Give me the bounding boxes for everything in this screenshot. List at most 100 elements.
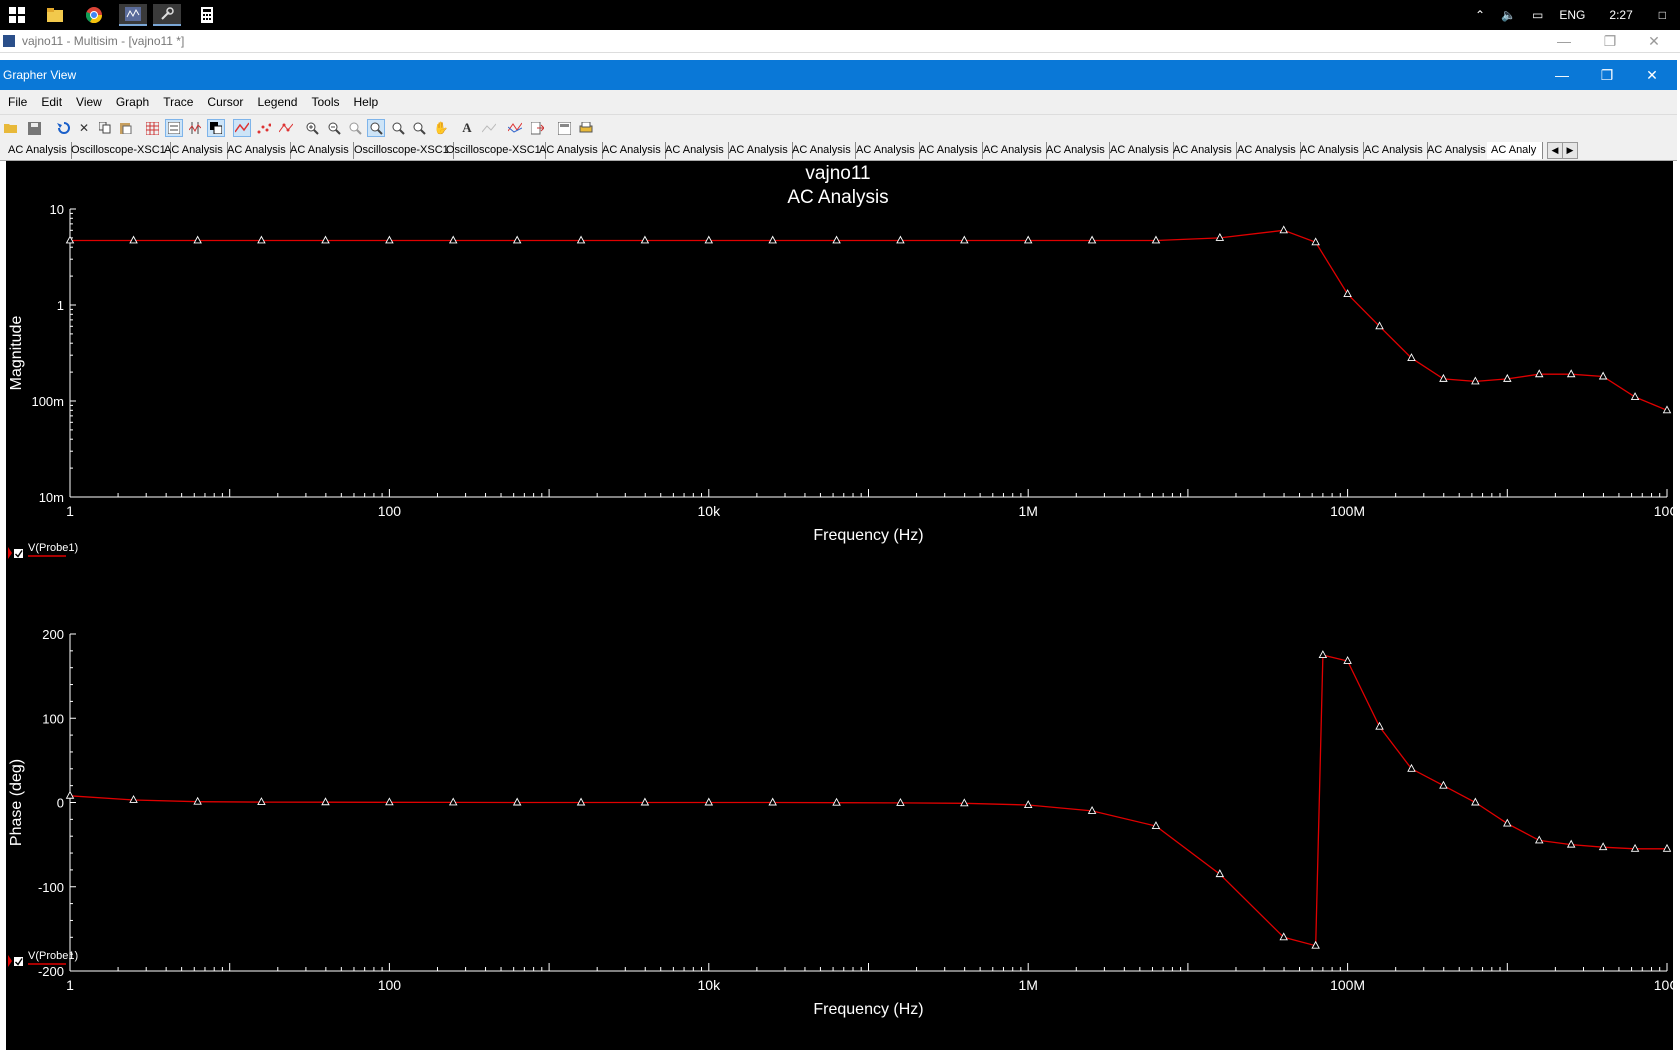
- series-line-v-probe1: [69, 654, 1667, 947]
- taskbar: ⌃ 🔈 ▭ ENG 2:27 □: [0, 0, 1680, 30]
- print-icon[interactable]: [577, 119, 595, 137]
- menu-cursor[interactable]: Cursor: [207, 95, 244, 109]
- tab-analysis[interactable]: AC Analysis: [535, 142, 603, 159]
- points-icon[interactable]: [255, 119, 273, 137]
- minimize-icon[interactable]: —: [1555, 67, 1569, 83]
- menu-file[interactable]: File: [8, 95, 28, 109]
- legend-checkbox-icon: [14, 549, 23, 558]
- data-point-marker: [1311, 237, 1320, 246]
- data-point-marker: [1630, 392, 1640, 400]
- series-line-v-probe1: [70, 229, 1668, 411]
- grid-icon[interactable]: [143, 119, 161, 137]
- tab-analysis[interactable]: AC Analysis: [1106, 142, 1174, 159]
- print-preview-icon[interactable]: [555, 119, 573, 137]
- chrome-icon[interactable]: [83, 4, 105, 26]
- file-explorer-icon[interactable]: [44, 4, 66, 26]
- legend-icon[interactable]: [165, 119, 183, 137]
- menu-trace[interactable]: Trace: [163, 95, 194, 109]
- data-point-marker: [1503, 818, 1512, 827]
- menu-help[interactable]: Help: [353, 95, 379, 109]
- data-point-marker: [448, 235, 458, 244]
- tab-analysis[interactable]: AC Analysis: [1360, 142, 1428, 159]
- tab-analysis[interactable]: AC Analysis: [223, 142, 291, 159]
- menu-graph[interactable]: Graph: [115, 95, 150, 109]
- multisim-app-icon: [3, 35, 15, 47]
- zoom-x-icon[interactable]: [389, 119, 407, 137]
- tab-analysis[interactable]: Oscilloscope-XSC1: [442, 142, 546, 159]
- calculator-icon[interactable]: [196, 4, 218, 26]
- pan-hand-icon[interactable]: ✋: [433, 121, 449, 135]
- tab-analysis[interactable]: AC Analysis: [1423, 142, 1491, 159]
- zoom-y-icon[interactable]: [410, 119, 428, 137]
- data-point-marker: [193, 796, 202, 805]
- tab-analysis[interactable]: AC Analysis: [1169, 142, 1237, 159]
- data-point-marker: [385, 235, 394, 244]
- paste-icon[interactable]: [117, 119, 135, 137]
- line-style-icon[interactable]: [233, 119, 251, 137]
- network-icon[interactable]: ▭: [1532, 8, 1544, 22]
- tab-analysis[interactable]: AC Analysis: [160, 142, 228, 159]
- tool-icon[interactable]: [153, 4, 181, 26]
- markers-icon[interactable]: [277, 119, 295, 137]
- cut-icon[interactable]: ✕: [78, 121, 90, 135]
- open-icon[interactable]: [2, 119, 20, 137]
- minimize-icon[interactable]: —: [1557, 33, 1571, 49]
- data-point-marker: [960, 235, 969, 244]
- menu-edit[interactable]: Edit: [41, 95, 63, 109]
- zoom-full-icon[interactable]: [367, 119, 385, 137]
- tab-scroll-left-icon[interactable]: ◀: [1547, 142, 1563, 159]
- tab-analysis[interactable]: Oscilloscope-XSC1: [350, 142, 454, 159]
- zoom-area-icon[interactable]: [346, 119, 364, 137]
- restore-icon[interactable]: ❐: [1603, 33, 1617, 49]
- tab-analysis[interactable]: AC Analysis: [661, 142, 729, 159]
- overlay-traces-icon[interactable]: [506, 119, 524, 137]
- zoom-out-icon[interactable]: [325, 119, 343, 137]
- phase-chart[interactable]: 110010k1M100M10G2001000-100-200Frequency…: [8, 627, 1680, 1018]
- tab-analysis[interactable]: AC Analysis: [4, 142, 72, 159]
- menu-tools[interactable]: Tools: [311, 95, 340, 109]
- data-point-marker: [768, 235, 777, 244]
- tab-analysis[interactable]: AC Analysis: [598, 142, 666, 159]
- tab-analysis[interactable]: AC Analysis: [788, 142, 856, 159]
- save-icon[interactable]: [25, 119, 43, 137]
- undo-icon[interactable]: [54, 119, 72, 137]
- data-point-marker: [1407, 353, 1416, 362]
- speaker-icon[interactable]: 🔈: [1501, 8, 1517, 22]
- tab-analysis[interactable]: AC Analysis: [286, 142, 354, 159]
- tab-analysis[interactable]: AC Analysis: [1042, 142, 1110, 159]
- legend-checkbox-icon: [14, 957, 23, 966]
- tab-analysis-selected[interactable]: AC Analy: [1487, 142, 1543, 159]
- tab-analysis[interactable]: Oscilloscope-XSC1: [67, 142, 171, 159]
- background-toggle-icon[interactable]: [207, 119, 225, 137]
- language-indicator[interactable]: ENG: [1559, 8, 1586, 22]
- close-icon[interactable]: ✕: [1648, 33, 1660, 49]
- menu-legend[interactable]: Legend: [257, 95, 298, 109]
- tab-analysis[interactable]: AC Analysis: [915, 142, 983, 159]
- tab-analysis[interactable]: AC Analysis: [1296, 142, 1364, 159]
- legend-label: V(Probe1): [28, 542, 78, 554]
- chevron-up-icon[interactable]: ⌃: [1475, 8, 1486, 22]
- restore-icon[interactable]: ❐: [1600, 67, 1614, 83]
- copy-icon[interactable]: [96, 119, 114, 137]
- menu-view[interactable]: View: [76, 95, 102, 109]
- zoom-in-icon[interactable]: [303, 119, 321, 137]
- tab-analysis[interactable]: AC Analysis: [979, 142, 1047, 159]
- text-icon[interactable]: A: [462, 120, 472, 135]
- label-icon[interactable]: [480, 119, 498, 137]
- multisim-icon[interactable]: [119, 4, 147, 26]
- data-point-marker: [65, 235, 75, 244]
- tab-analysis[interactable]: AC Analysis: [1233, 142, 1301, 159]
- data-point-marker: [576, 797, 586, 806]
- close-icon[interactable]: ✕: [1646, 67, 1658, 83]
- cursors-icon[interactable]: [186, 119, 204, 137]
- legend-arrow-icon: [8, 955, 12, 967]
- export-icon[interactable]: [528, 119, 546, 137]
- clock[interactable]: 2:27: [1609, 8, 1633, 22]
- notification-icon[interactable]: □: [1658, 8, 1666, 22]
- windows-start-icon[interactable]: [6, 4, 28, 26]
- magnitude-chart[interactable]: 110010k1M100M10G101100m10mFrequency (Hz)…: [8, 202, 1680, 559]
- data-point-marker: [1279, 932, 1288, 941]
- tab-scroll-right-icon[interactable]: ▶: [1562, 142, 1578, 159]
- tab-analysis[interactable]: AC Analysis: [852, 142, 920, 159]
- tab-analysis[interactable]: AC Analysis: [725, 142, 793, 159]
